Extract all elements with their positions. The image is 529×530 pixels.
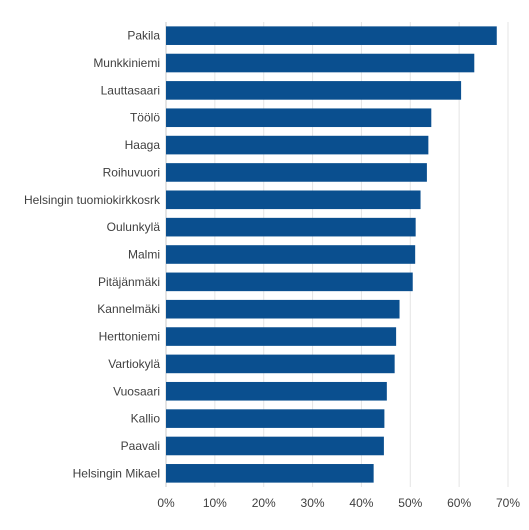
bar xyxy=(166,81,462,100)
category-label: Pakila xyxy=(127,29,160,43)
category-label: Helsingin tuomiokirkkosrk xyxy=(24,193,161,207)
category-label: Roihuvuori xyxy=(103,165,160,179)
x-tick-label: 60% xyxy=(447,496,471,510)
category-label: Malmi xyxy=(128,248,160,262)
bar xyxy=(166,53,475,73)
category-label: Kallio xyxy=(131,412,161,426)
bar xyxy=(166,217,416,237)
bar xyxy=(166,299,400,319)
category-label: Oulunkylä xyxy=(107,220,161,234)
bar xyxy=(166,108,432,128)
category-label: Kannelmäki xyxy=(97,302,160,316)
x-tick-label: 40% xyxy=(349,496,373,510)
category-label: Vartiokylä xyxy=(108,357,160,371)
category-label: Herttoniemi xyxy=(99,330,160,344)
bars xyxy=(166,26,497,483)
bar xyxy=(166,409,385,428)
category-labels: Pakila Munkkiniemi Lauttasaari Töölö Haaga Ro… xyxy=(24,29,161,481)
category-label: Haaga xyxy=(125,138,161,152)
x-tick-label: 20% xyxy=(252,496,276,510)
bar xyxy=(166,436,384,456)
x-tick-label: 0% xyxy=(157,496,175,510)
bar xyxy=(166,381,387,401)
bar xyxy=(166,327,397,346)
x-tick-label: 70% xyxy=(496,496,520,510)
category-label: Pitäjänmäki xyxy=(98,275,160,289)
category-label: Helsingin Mikael xyxy=(73,466,160,480)
x-axis-tick-labels: 0% 10% 20% 30% 40% 50% 60% 70% xyxy=(157,496,520,510)
bar xyxy=(166,464,374,483)
bar xyxy=(166,354,395,374)
category-label: Munkkiniemi xyxy=(93,56,160,70)
category-label: Vuosaari xyxy=(113,384,160,398)
x-tick-label: 10% xyxy=(203,496,227,510)
bar xyxy=(166,245,416,264)
bar xyxy=(166,135,429,155)
category-label: Paavali xyxy=(121,439,160,453)
bar xyxy=(166,26,497,45)
bar xyxy=(166,190,421,210)
x-tick-label: 30% xyxy=(301,496,325,510)
category-label: Töölö xyxy=(130,111,160,125)
x-tick-label: 50% xyxy=(398,496,422,510)
bar xyxy=(166,272,413,292)
bar xyxy=(166,163,427,182)
category-label: Lauttasaari xyxy=(101,83,160,97)
